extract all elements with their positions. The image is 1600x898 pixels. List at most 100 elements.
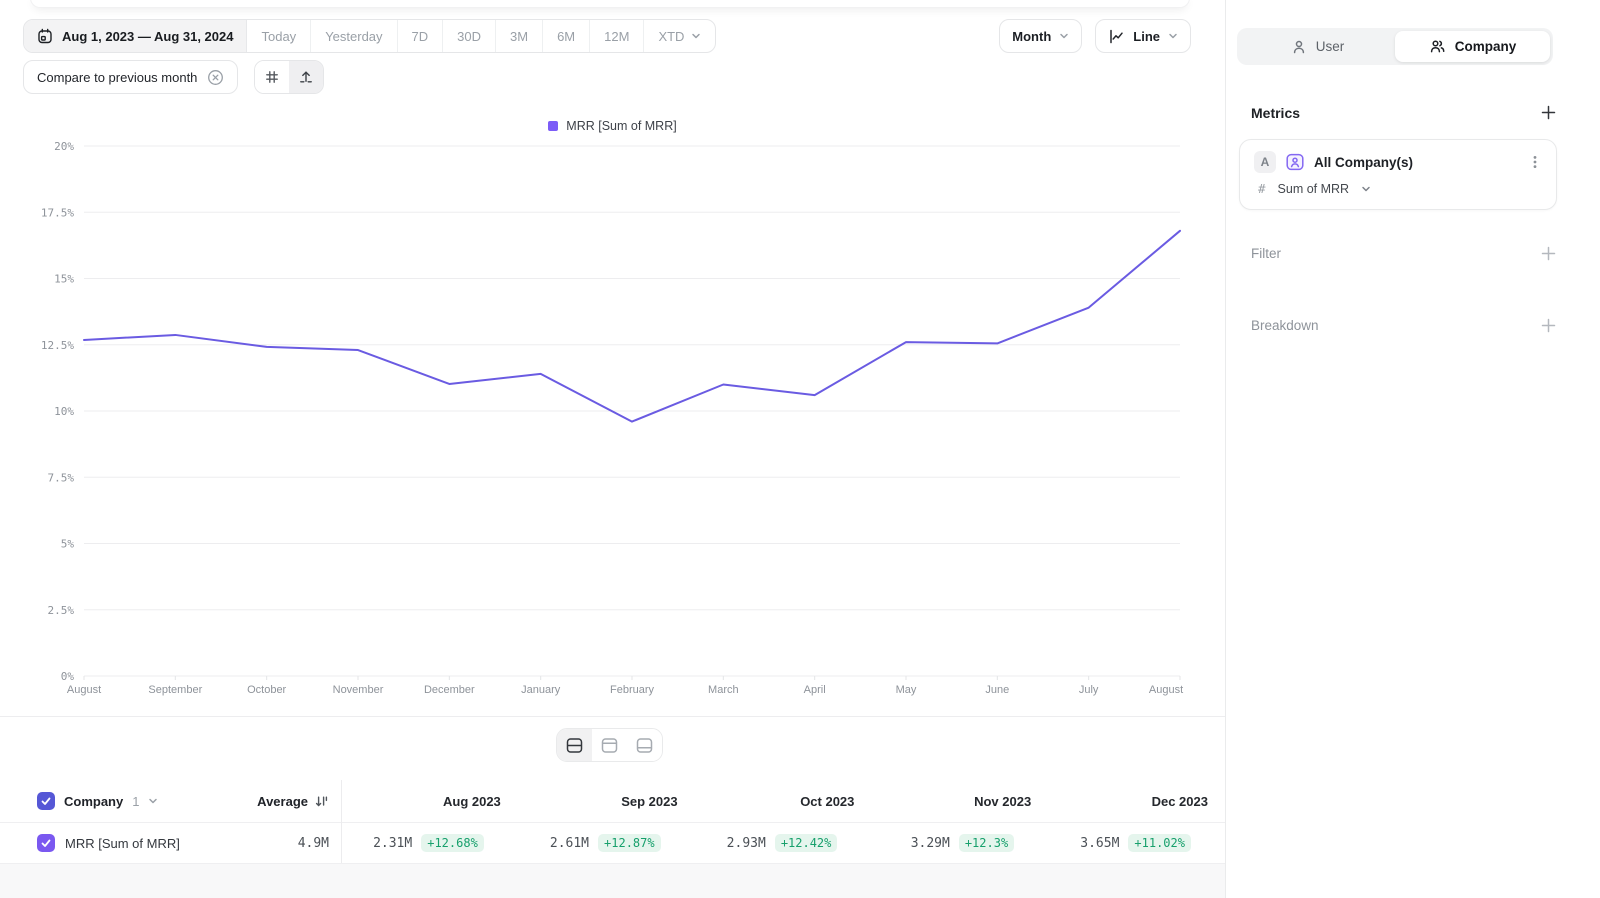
delta-badge: +12.42% (774, 834, 838, 852)
chart-type-dropdown[interactable]: Line (1095, 19, 1191, 53)
preset-today[interactable]: Today (247, 20, 312, 52)
chevron-down-icon[interactable] (148, 796, 158, 806)
month-column-header[interactable]: Oct 2023 (800, 793, 855, 809)
cell-value: 2.31M (373, 835, 413, 851)
check-icon (41, 839, 51, 847)
y-tick-label: 10% (54, 405, 74, 418)
y-tick-label: 15% (54, 273, 74, 286)
date-range-control: Aug 1, 2023 — Aug 31, 2024 Today Yesterda… (23, 19, 717, 53)
average-label: Average (257, 793, 308, 809)
contact-card-icon (1286, 153, 1304, 171)
x-tick-label: June (985, 684, 1009, 696)
xtd-label: XTD (658, 28, 685, 44)
toolbar-right-group: Month Line (999, 19, 1191, 53)
table-header-left: Company 1 Average (0, 792, 341, 810)
group-count: 1 (132, 793, 140, 809)
toolbar-row-2: Compare to previous month (23, 60, 325, 94)
tab-user-label: User (1315, 39, 1345, 54)
date-range-button[interactable]: Aug 1, 2023 — Aug 31, 2024 (24, 20, 248, 52)
preset-7d[interactable]: 7D (398, 20, 444, 52)
metric-cell: 2.61M +12.87% (518, 834, 695, 852)
arrow-up-from-line-icon (300, 71, 313, 83)
chart-type-label: Line (1133, 28, 1160, 44)
x-tick-label: July (1079, 684, 1099, 696)
remove-compare-icon[interactable] (207, 69, 224, 86)
aggregation-label: Sum of MRR (1277, 181, 1350, 196)
add-filter-icon[interactable] (1540, 245, 1557, 262)
add-metric-icon[interactable] (1540, 104, 1557, 121)
y-tick-label: 5% (61, 538, 75, 551)
toolbar-row-1: Aug 1, 2023 — Aug 31, 2024 Today Yesterda… (23, 19, 1191, 53)
metric-card[interactable]: A All Company(s) # Sum of MRR (1239, 139, 1557, 210)
y-tick-label: 20% (54, 140, 74, 153)
add-breakdown-icon[interactable] (1540, 317, 1557, 334)
date-range-label: Aug 1, 2023 — Aug 31, 2024 (62, 28, 234, 44)
layout-table-only-button[interactable] (627, 729, 662, 761)
chevron-down-icon (1362, 186, 1370, 191)
hash-grid-icon (266, 71, 279, 83)
breakdown-label: Breakdown (1251, 318, 1319, 333)
row-checkbox[interactable] (37, 834, 55, 852)
bottom-panel-icon (636, 737, 653, 753)
users-icon (1430, 40, 1445, 53)
delta-badge: +12.87% (598, 834, 661, 852)
month-column-header[interactable]: Sep 2023 (621, 793, 678, 809)
tab-company[interactable]: Company (1395, 31, 1550, 62)
filter-section: Filter (1251, 245, 1557, 262)
grid-toggle-button[interactable] (255, 61, 290, 93)
month-column-header[interactable]: Aug 2023 (442, 793, 501, 809)
granularity-dropdown[interactable]: Month (999, 19, 1083, 53)
mrr-series-line (83, 229, 1181, 423)
x-tick-label: May (896, 684, 917, 696)
sort-icon (315, 796, 328, 806)
average-column-header[interactable]: Average (257, 794, 329, 809)
layout-split-button[interactable] (557, 729, 592, 761)
cell-value: 2.61M (549, 835, 590, 851)
metric-cell: 2.31M +12.68% (341, 834, 518, 852)
user-icon (1293, 40, 1304, 53)
preset-12m[interactable]: 12M (590, 20, 645, 52)
entity-toggle: User Company (1237, 28, 1553, 65)
x-tick-label: November (333, 684, 384, 696)
calendar-icon (38, 28, 52, 44)
collapsed-panel-edge (30, 0, 1190, 8)
metric-name: All Company(s) (1314, 154, 1414, 170)
value-labels-toggle-button[interactable] (289, 61, 324, 93)
preset-6m[interactable]: 6M (543, 20, 591, 52)
cell-value: 3.29M (910, 835, 950, 851)
kebab-menu-icon[interactable] (1528, 154, 1542, 170)
compare-label: Compare to previous month (37, 69, 198, 85)
metrics-title: Metrics (1251, 104, 1301, 121)
preset-30d[interactable]: 30D (443, 20, 497, 52)
x-tick-label: August (67, 684, 101, 696)
mrr-line-chart: 0% 2.5% 5% 7.5% 10% 12.5% 15% 17.5% 20% August Sep… (41, 140, 1183, 696)
month-column-header[interactable]: Nov 2023 (974, 793, 1032, 809)
preset-3m[interactable]: 3M (496, 20, 544, 52)
filter-label: Filter (1251, 246, 1281, 261)
select-all-checkbox[interactable] (37, 792, 55, 810)
table-row: MRR [Sum of MRR] 4.9M 2.31M +12.68% 2.61M +… (0, 823, 1225, 864)
chevron-down-icon (1169, 33, 1177, 39)
chart-legend: MRR [Sum of MRR] (0, 119, 1225, 133)
metric-index-badge: A (1254, 151, 1276, 173)
x-tick-label: September (148, 684, 202, 696)
y-tick-label: 7.5% (48, 471, 75, 484)
metric-cell: 3.29M +12.3% (871, 834, 1048, 852)
compare-chip[interactable]: Compare to previous month (23, 60, 239, 94)
layout-chart-only-button[interactable] (592, 729, 627, 761)
chevron-down-icon (692, 33, 701, 39)
y-tick-label: 12.5% (41, 339, 74, 352)
tab-company-label: Company (1454, 39, 1517, 54)
aggregation-selector[interactable]: # Sum of MRR (1254, 181, 1542, 196)
preset-xtd[interactable]: XTD (644, 20, 715, 52)
preset-yesterday[interactable]: Yesterday (311, 20, 398, 52)
granularity-label: Month (1012, 28, 1052, 44)
top-panel-icon (601, 737, 618, 753)
delta-badge: +12.3% (958, 834, 1015, 852)
tab-user[interactable]: User (1240, 31, 1395, 62)
table-header: Company 1 Average Aug 2023 Sep 2023 Oct 20… (0, 780, 1225, 823)
chart-option-toggles (254, 60, 325, 94)
config-sidebar: User Company Metrics A All Company(s) (1225, 0, 1600, 898)
cell-value: 2.93M (726, 835, 766, 851)
month-column-header[interactable]: Dec 2023 (1151, 793, 1208, 809)
